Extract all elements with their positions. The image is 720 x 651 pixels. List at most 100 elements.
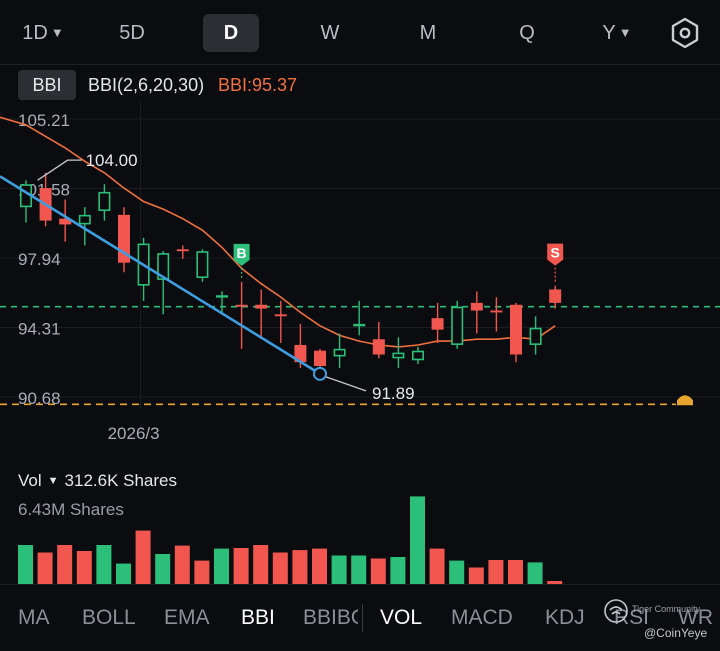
volume-bar (410, 496, 425, 584)
candle-body (314, 350, 326, 367)
candle (274, 300, 287, 344)
tab-kdj[interactable]: KDJ (545, 606, 585, 629)
indicator-badge[interactable]: BBI (18, 70, 76, 100)
y-axis-label: 105.21 (18, 111, 70, 130)
candle (59, 199, 72, 242)
candle (510, 302, 522, 363)
tiger-logo-icon (604, 599, 628, 623)
low-label: 91.89 (372, 384, 415, 403)
volume-bar (468, 567, 484, 584)
volume-bar (272, 552, 288, 584)
candle (411, 346, 424, 365)
volume-bar (233, 548, 249, 584)
volume-bar (429, 548, 445, 584)
tab-vol[interactable]: VOL (380, 606, 423, 629)
candle (98, 184, 111, 221)
volume-bar (527, 562, 543, 584)
bbi-line (0, 116, 556, 348)
tab-macd[interactable]: MACD (451, 606, 513, 629)
watermark-user: @CoinYeye (644, 626, 708, 640)
candle-body (510, 304, 522, 355)
volume-bar (57, 545, 73, 584)
candle-body (255, 304, 268, 309)
period-tab-y[interactable]: Y ▼ (602, 22, 632, 44)
candle-body (333, 348, 346, 357)
candle-body (176, 249, 189, 252)
volume-bar (331, 555, 347, 584)
candle-body (451, 306, 464, 345)
volume-bar (508, 560, 523, 584)
tab-rsi[interactable]: RSI (614, 606, 650, 629)
candle (372, 321, 385, 359)
period-tab-w[interactable]: W (320, 22, 340, 44)
period-tab-d[interactable]: D (203, 14, 259, 52)
caret-down-icon: ▼ (47, 475, 59, 487)
y-axis-label: 97.94 (18, 250, 61, 269)
volume-header[interactable]: Vol ▼ 312.6K Shares (18, 471, 177, 491)
period-tab-1d[interactable]: 1D ▼ (22, 22, 64, 44)
candle (451, 300, 464, 349)
period-tab-q[interactable]: Q (519, 22, 535, 44)
indicator-value: BBI:95.37 (218, 75, 298, 95)
volume-bar (253, 545, 269, 584)
indicator-tab-bar: MA BOLL EMA BBI BBIBO VOL MACD KDJ RSI W… (0, 598, 720, 638)
candle-body (274, 314, 287, 317)
candle-body (372, 339, 385, 355)
candle-body (392, 352, 405, 359)
volume-bar (214, 548, 229, 584)
volume-bar (370, 558, 386, 584)
marker-text: B (237, 245, 247, 261)
period-tab-5d[interactable]: 5D (119, 22, 145, 44)
tab-separator (362, 604, 363, 632)
volume-bar (76, 551, 92, 584)
candle (470, 291, 483, 334)
low-leader (325, 376, 367, 392)
tab-bbibo[interactable]: BBIBO (303, 606, 358, 629)
caret-down-icon: ▼ (50, 25, 64, 40)
candle (353, 300, 366, 336)
alert-bell-icon (677, 395, 693, 406)
candle-body (98, 191, 111, 212)
candle-body (431, 318, 444, 330)
indicator-params: BBI(2,6,20,30) (88, 75, 205, 95)
candle (431, 302, 444, 344)
candle (333, 333, 346, 368)
candle (216, 291, 229, 313)
watermark-text: Tiger Community (632, 604, 701, 614)
candle (529, 316, 542, 355)
x-axis-label: 2026/3 (108, 424, 160, 443)
high-label: 104.00 (86, 151, 138, 170)
volume-bar (18, 545, 33, 584)
trendline (0, 175, 321, 375)
candle (255, 289, 268, 340)
header-divider (0, 64, 720, 65)
tab-ma[interactable]: MA (18, 606, 50, 629)
candle-body (196, 251, 209, 278)
tab-wr[interactable]: WR (678, 606, 713, 629)
caret-down-icon: ▼ (618, 25, 632, 40)
volume-bar (116, 563, 131, 584)
candle (78, 207, 91, 246)
candle-body (157, 253, 170, 280)
period-tab-m[interactable]: M (419, 22, 437, 44)
volume-bar (194, 560, 210, 584)
candle (137, 237, 150, 301)
candle (176, 245, 189, 259)
candle (19, 180, 32, 223)
buy-marker: B (233, 243, 250, 280)
volume-bar (312, 548, 327, 584)
settings-hexagon-icon[interactable] (668, 16, 702, 50)
candle (235, 281, 248, 349)
high-leader (37, 159, 82, 181)
candle-body (235, 304, 248, 307)
marker-flag (547, 243, 564, 266)
candle (549, 285, 562, 309)
volume-bar (351, 555, 367, 584)
volume-bar (96, 545, 112, 584)
tab-ema[interactable]: EMA (164, 606, 210, 629)
tab-boll[interactable]: BOLL (82, 606, 136, 629)
volume-chart[interactable] (0, 490, 720, 590)
volume-bar (292, 550, 308, 584)
tab-bbi[interactable]: BBI (241, 606, 275, 629)
